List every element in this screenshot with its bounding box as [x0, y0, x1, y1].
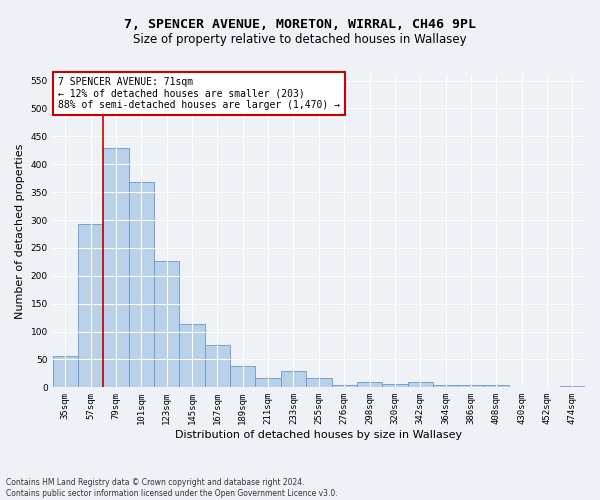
Bar: [230, 366, 256, 388]
Y-axis label: Number of detached properties: Number of detached properties: [15, 144, 25, 319]
X-axis label: Distribution of detached houses by size in Wallasey: Distribution of detached houses by size …: [175, 430, 463, 440]
Bar: [306, 378, 332, 388]
Bar: [357, 382, 382, 388]
Bar: [433, 385, 458, 388]
Bar: [103, 148, 129, 388]
Bar: [53, 356, 78, 388]
Bar: [560, 386, 585, 388]
Bar: [407, 382, 433, 388]
Bar: [281, 370, 306, 388]
Bar: [332, 384, 357, 388]
Text: 7 SPENCER AVENUE: 71sqm
← 12% of detached houses are smaller (203)
88% of semi-d: 7 SPENCER AVENUE: 71sqm ← 12% of detache…: [58, 76, 340, 110]
Bar: [129, 182, 154, 388]
Bar: [154, 262, 179, 388]
Bar: [205, 345, 230, 388]
Bar: [256, 378, 281, 388]
Text: Contains HM Land Registry data © Crown copyright and database right 2024.
Contai: Contains HM Land Registry data © Crown c…: [6, 478, 338, 498]
Bar: [179, 324, 205, 388]
Bar: [382, 384, 407, 388]
Bar: [458, 384, 484, 388]
Bar: [484, 385, 509, 388]
Text: 7, SPENCER AVENUE, MORETON, WIRRAL, CH46 9PL: 7, SPENCER AVENUE, MORETON, WIRRAL, CH46…: [124, 18, 476, 30]
Bar: [78, 224, 103, 388]
Text: Size of property relative to detached houses in Wallasey: Size of property relative to detached ho…: [133, 32, 467, 46]
